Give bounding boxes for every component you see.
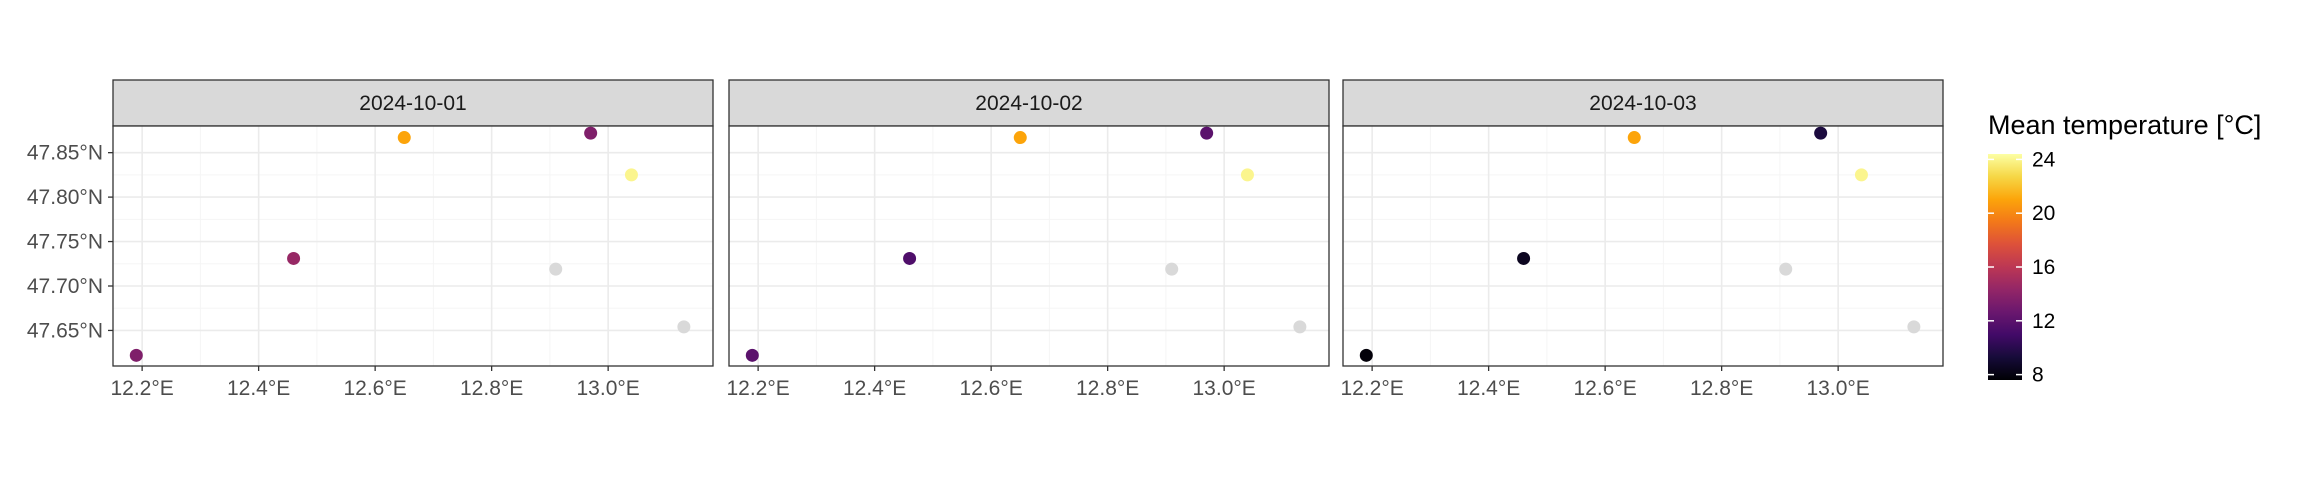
station-point bbox=[903, 251, 917, 265]
facet-title: 2024-10-03 bbox=[1589, 92, 1696, 115]
legend-tick-label: 24 bbox=[2032, 148, 2056, 171]
station-point bbox=[1517, 251, 1531, 265]
plot-background bbox=[1343, 126, 1943, 366]
station-point bbox=[1854, 168, 1868, 182]
station-point bbox=[1013, 131, 1027, 145]
station-point bbox=[677, 320, 691, 334]
facet-panel: 2024-10-02 12.2°E 12.4°E 12.6°E 12.8°E 13.0°E bbox=[726, 79, 1330, 400]
facet-panel: 2024-10-01 12.2°E 12.4°E 12.6°E 12.8°E 13.0°E… bbox=[27, 79, 714, 400]
facet-strip bbox=[112, 79, 714, 127]
station-point bbox=[745, 348, 759, 362]
x-tick-label: 12.6°E bbox=[959, 377, 1022, 400]
y-tick-label: 47.65°N bbox=[27, 319, 103, 342]
legend-tick-label: 8 bbox=[2032, 364, 2044, 387]
station-point bbox=[1293, 320, 1307, 334]
station-point bbox=[287, 251, 301, 265]
color-legend: Mean temperature [°C] 8 12 16 20 24 bbox=[1988, 110, 2261, 387]
x-tick-label: 12.8°E bbox=[460, 377, 523, 400]
x-tick-label: 12.4°E bbox=[1457, 377, 1520, 400]
station-point bbox=[129, 348, 143, 362]
legend-tick-label: 16 bbox=[2032, 256, 2055, 279]
x-tick-label: 12.2°E bbox=[726, 377, 789, 400]
y-tick-label: 47.85°N bbox=[27, 142, 103, 165]
x-tick-label: 12.4°E bbox=[843, 377, 906, 400]
x-tick-label: 12.2°E bbox=[110, 377, 173, 400]
facet-title: 2024-10-01 bbox=[359, 92, 466, 115]
station-point bbox=[549, 262, 563, 276]
plot-background bbox=[113, 126, 713, 366]
x-tick-label: 12.6°E bbox=[343, 377, 406, 400]
station-point bbox=[1627, 131, 1641, 145]
x-tick-label: 12.2°E bbox=[1340, 377, 1403, 400]
x-tick-label: 12.8°E bbox=[1076, 377, 1139, 400]
legend-tick-label: 20 bbox=[2032, 202, 2055, 225]
legend-ticks: 8 12 16 20 24 bbox=[1988, 148, 2056, 387]
x-tick-label: 13.0°E bbox=[1193, 377, 1256, 400]
station-point bbox=[1779, 262, 1793, 276]
panel-border bbox=[728, 125, 1330, 367]
facet-title: 2024-10-02 bbox=[975, 92, 1082, 115]
y-tick-label: 47.80°N bbox=[27, 186, 103, 209]
station-point bbox=[624, 168, 638, 182]
station-point bbox=[1200, 126, 1214, 140]
x-tick-label: 12.4°E bbox=[227, 377, 290, 400]
facet-panel: 2024-10-03 12.2°E 12.4°E 12.6°E 12.8°E 13.0°E bbox=[1340, 79, 1944, 400]
station-point bbox=[1814, 126, 1828, 140]
station-point bbox=[1165, 262, 1179, 276]
y-tick-label: 47.70°N bbox=[27, 275, 103, 298]
station-point bbox=[584, 126, 598, 140]
x-tick-label: 13.0°E bbox=[1807, 377, 1870, 400]
plot-background bbox=[729, 126, 1329, 366]
legend-tick-label: 12 bbox=[2032, 310, 2055, 333]
station-point bbox=[1907, 320, 1921, 334]
x-tick-label: 13.0°E bbox=[577, 377, 640, 400]
legend-title: Mean temperature [°C] bbox=[1988, 110, 2261, 140]
panel-border bbox=[1342, 125, 1944, 367]
station-point bbox=[1240, 168, 1254, 182]
station-point bbox=[397, 131, 411, 145]
y-tick-label: 47.75°N bbox=[27, 231, 103, 254]
station-point bbox=[1359, 348, 1373, 362]
facet-panels: 2024-10-01 12.2°E 12.4°E 12.6°E 12.8°E 13.0°E… bbox=[27, 79, 1944, 400]
x-tick-label: 12.8°E bbox=[1690, 377, 1753, 400]
panel-border bbox=[112, 125, 714, 367]
x-tick-label: 12.6°E bbox=[1573, 377, 1636, 400]
